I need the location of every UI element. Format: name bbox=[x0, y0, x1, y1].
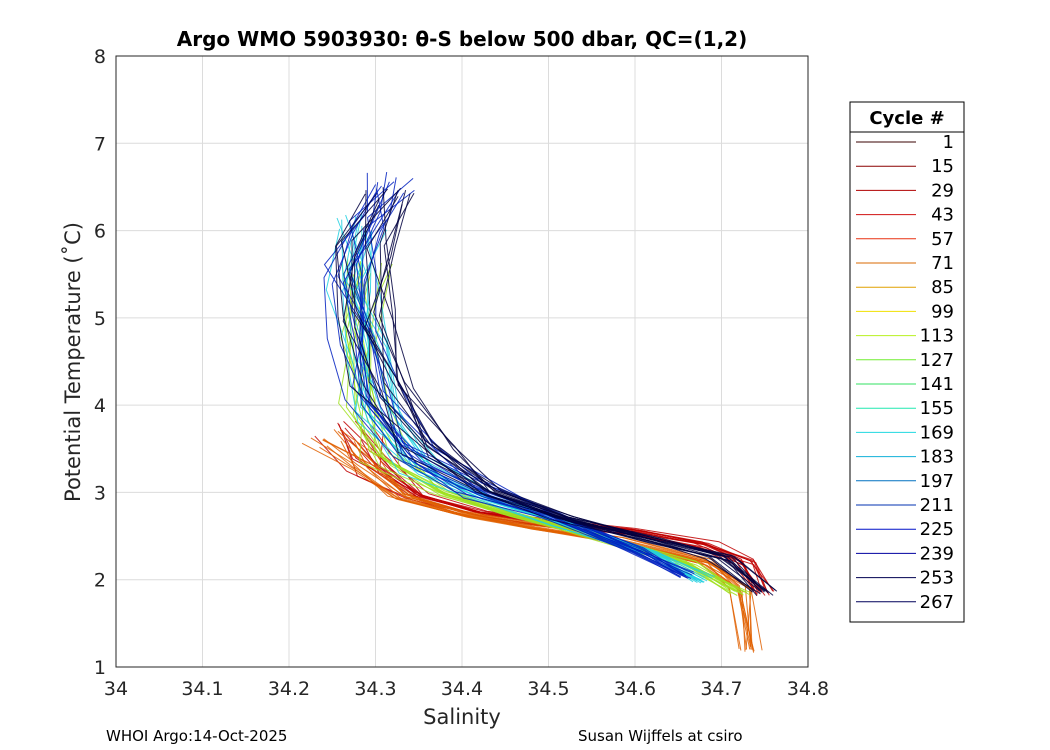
series-line bbox=[353, 441, 752, 650]
series-line bbox=[361, 190, 681, 579]
legend-entry-label: 113 bbox=[920, 326, 954, 347]
legend-entry-label: 225 bbox=[920, 519, 954, 540]
y-tick-label: 4 bbox=[94, 395, 106, 417]
legend-entry-label: 197 bbox=[920, 471, 954, 492]
legend-entry-label: 127 bbox=[920, 350, 954, 371]
series-line bbox=[366, 196, 769, 594]
legend-entry-label: 267 bbox=[920, 592, 954, 613]
legend-entry-label: 57 bbox=[931, 229, 954, 250]
legend-entry-label: 141 bbox=[920, 374, 954, 395]
footer-left: WHOI Argo:14-Oct-2025 bbox=[106, 727, 287, 745]
series-line bbox=[342, 198, 761, 595]
series-line bbox=[351, 187, 762, 591]
series-line bbox=[339, 429, 754, 647]
footer-right: Susan Wijffels at csiro bbox=[578, 727, 743, 745]
x-tick-label: 34.6 bbox=[614, 678, 656, 700]
legend-entry-label: 253 bbox=[920, 568, 954, 589]
x-tick-label: 34.1 bbox=[181, 678, 223, 700]
x-tick-label: 34.2 bbox=[268, 678, 310, 700]
series-line bbox=[348, 181, 682, 576]
plot-area: 34 34.1 34.2 34.3 34.4 34.5 34.6 34.7 34.8123456… bbox=[94, 46, 829, 700]
x-axis-label: Salinity bbox=[423, 705, 501, 729]
legend-entry-label: 211 bbox=[920, 495, 954, 516]
y-axis-label: Potential Temperature (˚C) bbox=[61, 222, 85, 502]
legend-entry-label: 183 bbox=[920, 447, 954, 468]
legend: Cycle # 1 15 29 43 57 71 85 99 113 127 141 155 169 183… bbox=[849, 101, 965, 623]
y-tick-label: 7 bbox=[94, 133, 106, 155]
x-tick-label: 34.8 bbox=[787, 678, 829, 700]
y-tick-label: 2 bbox=[94, 570, 106, 592]
legend-entry-label: 99 bbox=[931, 301, 954, 322]
y-tick-label: 6 bbox=[94, 221, 106, 243]
y-tick-label: 1 bbox=[94, 657, 106, 679]
series-line bbox=[364, 204, 774, 596]
chart-title: Argo WMO 5903930: θ-S below 500 dbar, QC… bbox=[177, 27, 747, 51]
legend-entry-label: 15 bbox=[931, 156, 954, 177]
x-tick-label: 34.7 bbox=[700, 678, 742, 700]
x-tick-label: 34.5 bbox=[527, 678, 569, 700]
series-line bbox=[348, 181, 684, 576]
series-line bbox=[335, 193, 753, 593]
legend-entry-label: 85 bbox=[931, 277, 954, 298]
axes-box bbox=[115, 55, 809, 668]
y-tick-label: 8 bbox=[94, 46, 106, 68]
x-tick-label: 34.4 bbox=[441, 678, 483, 700]
legend-entry-label: 1 bbox=[943, 132, 954, 153]
x-tick-label: 34 bbox=[104, 678, 128, 700]
legend-entry-label: 71 bbox=[931, 253, 954, 274]
legend-entry-label: 155 bbox=[920, 398, 954, 419]
legend-entry-label: 29 bbox=[931, 180, 954, 201]
legend-entry-label: 239 bbox=[920, 543, 954, 564]
y-tick-label: 5 bbox=[94, 308, 106, 330]
series-line bbox=[340, 188, 767, 592]
y-tick-label: 3 bbox=[94, 482, 106, 504]
legend-entry-label: 169 bbox=[920, 422, 954, 443]
legend-title: Cycle # bbox=[869, 108, 944, 129]
series-line bbox=[323, 438, 747, 650]
legend-entry-label: 43 bbox=[931, 205, 954, 226]
x-tick-label: 34.3 bbox=[354, 678, 396, 700]
legend-box bbox=[849, 101, 965, 623]
